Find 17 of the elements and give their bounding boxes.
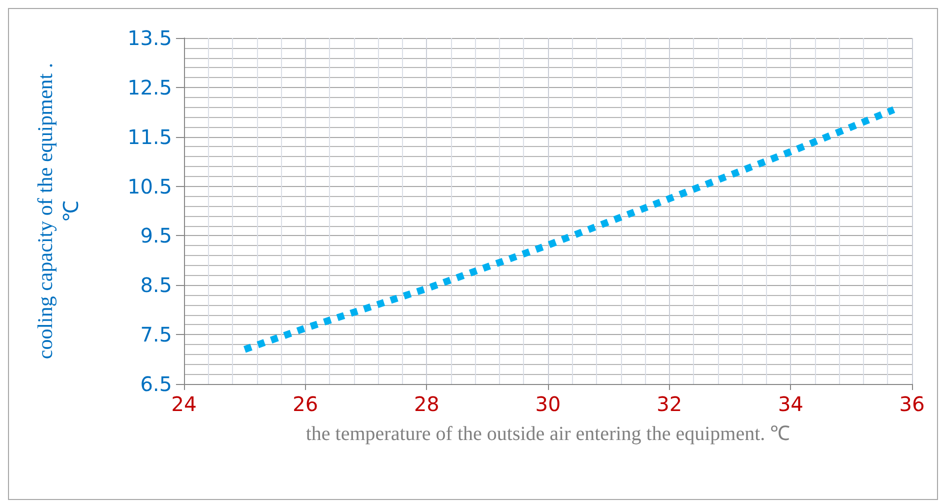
- y-tick-label: 6.5: [140, 372, 172, 396]
- x-tick-label: 36: [899, 392, 925, 416]
- y-tick-label: 12.5: [127, 75, 172, 100]
- x-tick-label: 34: [778, 392, 804, 416]
- y-tick-label: 11.5: [127, 124, 172, 149]
- y-tick-label: 9.5: [140, 224, 172, 248]
- x-tick-label: 30: [535, 392, 561, 416]
- x-tick-label: 26: [292, 392, 318, 416]
- x-tick-label: 24: [171, 392, 197, 416]
- x-axis-title: the temperature of the outside air entering the equipment. ℃: [306, 423, 790, 445]
- y-tick-label: 8.5: [140, 273, 172, 298]
- y-tick-label: 7.5: [140, 322, 172, 347]
- y-tick-label: 13.5: [127, 26, 172, 50]
- y-axis-title: cooling capacity of the equipment . ℃: [33, 62, 83, 360]
- x-tick-label: 32: [656, 392, 682, 416]
- x-tick-label: 28: [414, 392, 440, 416]
- y-tick-label: 10.5: [127, 174, 172, 198]
